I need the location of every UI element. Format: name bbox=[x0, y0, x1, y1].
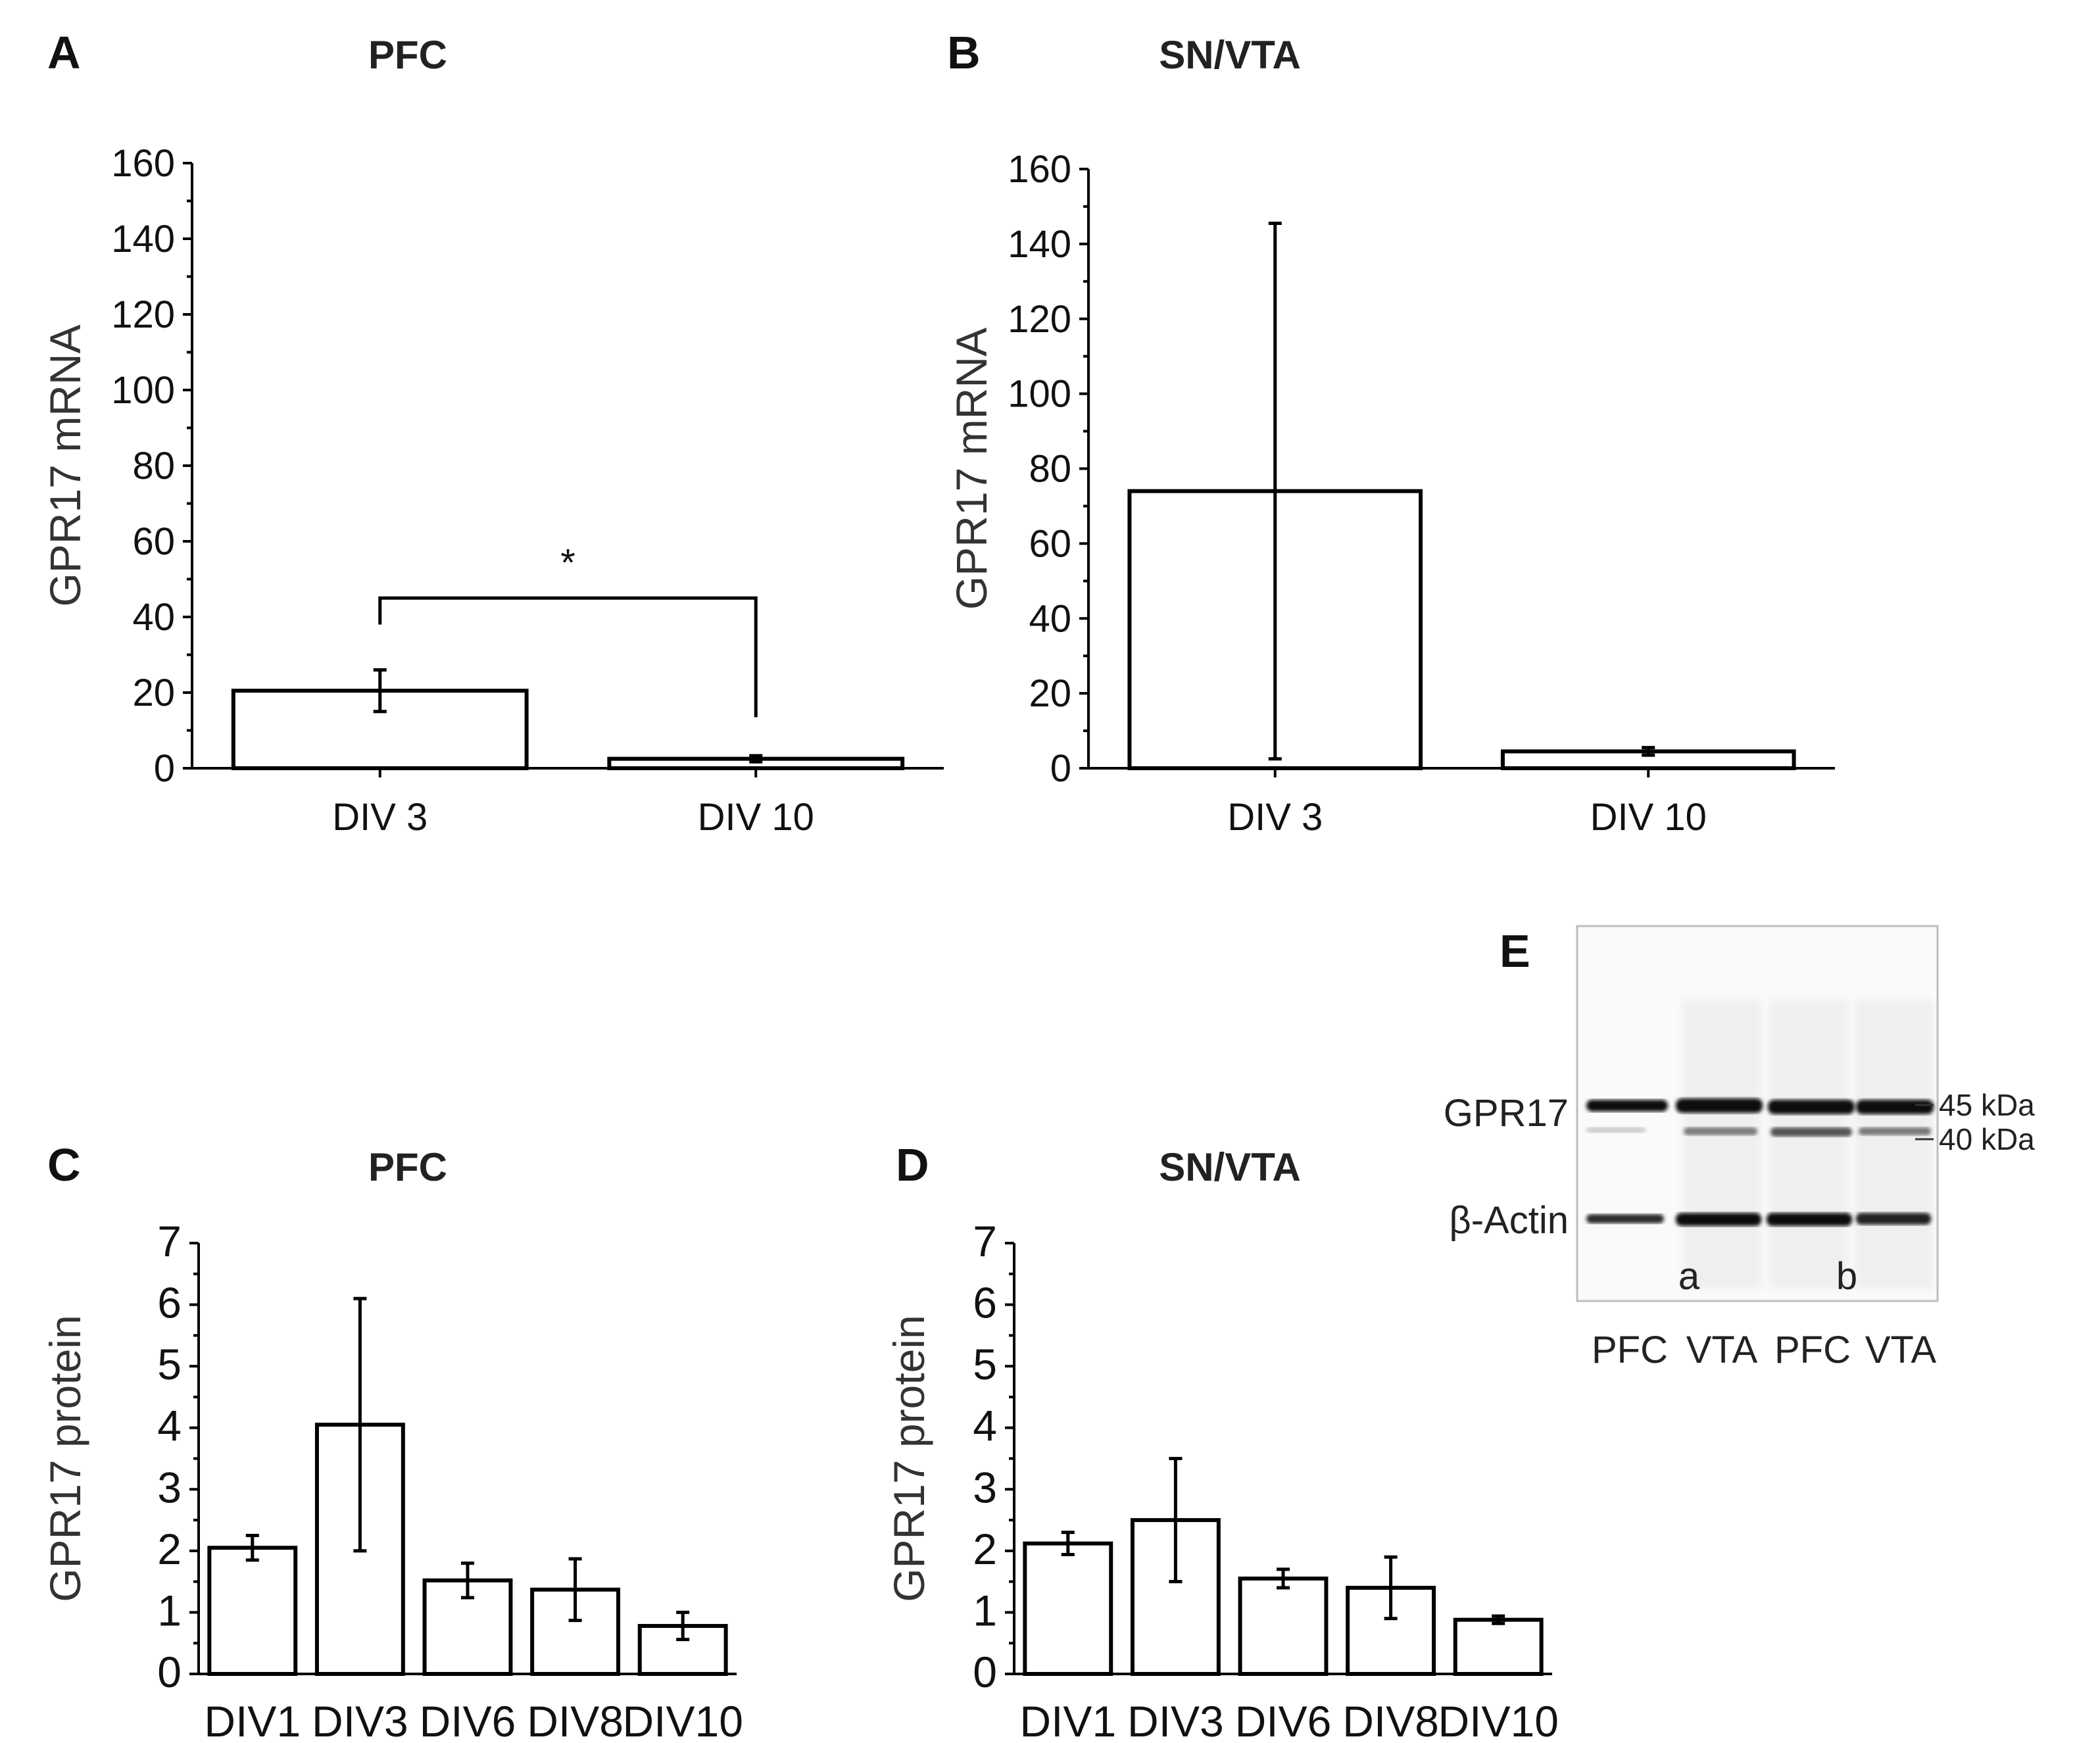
panel-label: C bbox=[47, 1139, 81, 1191]
x-tick-label: DIV10 bbox=[1438, 1697, 1558, 1743]
y-tick-label: 7 bbox=[973, 1217, 997, 1265]
y-tick-label: 0 bbox=[1050, 747, 1071, 790]
bar bbox=[1023, 1541, 1113, 1677]
y-tick-label: 5 bbox=[157, 1340, 182, 1388]
band-gpr17-40kda bbox=[1684, 1127, 1757, 1135]
y-tick-label: 80 bbox=[132, 445, 175, 487]
chart-title: PFC bbox=[368, 1145, 447, 1189]
y-tick-label: 2 bbox=[157, 1525, 182, 1573]
band-gpr17-40kda bbox=[1770, 1127, 1852, 1137]
chart-panel-d: D SN/VTA GPR17 protein 0 1 2 3 4 5 6 7 DIV1 DIV3 DIV6… bbox=[885, 1139, 1559, 1743]
band-gpr17-40kda bbox=[1859, 1127, 1931, 1135]
y-tick-label: 4 bbox=[973, 1402, 997, 1450]
y-tick-label: 60 bbox=[1029, 522, 1071, 565]
y-tick-label: 3 bbox=[157, 1463, 182, 1511]
y-tick-label: 6 bbox=[973, 1279, 997, 1327]
bar bbox=[1238, 1576, 1329, 1677]
y-axis-label: GPR17 protein bbox=[41, 1315, 89, 1602]
y-tick-label: 1 bbox=[973, 1586, 997, 1634]
band-actin bbox=[1586, 1214, 1664, 1223]
x-tick-label: DIV3 bbox=[312, 1697, 408, 1743]
y-tick-label: 80 bbox=[1029, 448, 1071, 491]
group-label-a: a bbox=[1678, 1255, 1700, 1298]
x-tick-label: DIV6 bbox=[420, 1697, 516, 1743]
marker-40kda: 40 kDa bbox=[1939, 1122, 2035, 1156]
y-tick-label: 160 bbox=[1008, 148, 1071, 191]
x-tick-label: DIV3 bbox=[1127, 1697, 1224, 1743]
band-gpr17-45kda bbox=[1586, 1100, 1668, 1112]
panel-label: B bbox=[947, 27, 981, 78]
y-tick-label: 5 bbox=[973, 1340, 997, 1388]
y-tick-label: 0 bbox=[154, 747, 175, 790]
chart-panel-b: B SN/VTA GPR17 mRNA 0 20 40 60 80 100 120 140 160 DI… bbox=[947, 27, 1835, 839]
bar bbox=[1453, 1617, 1544, 1677]
y-tick-label: 140 bbox=[1008, 223, 1071, 266]
y-tick-label: 40 bbox=[132, 596, 175, 639]
x-tick-label: DIV1 bbox=[1019, 1697, 1116, 1743]
lane-smear bbox=[1769, 1000, 1848, 1289]
chart-title: SN/VTA bbox=[1159, 1145, 1301, 1189]
panel-label: D bbox=[896, 1139, 929, 1191]
x-tick-label: DIV8 bbox=[1342, 1697, 1439, 1743]
chart-title: PFC bbox=[368, 33, 447, 77]
x-tick-label: DIV 10 bbox=[1590, 796, 1707, 839]
lane-label: VTA bbox=[1686, 1329, 1758, 1371]
panel-label-e: E bbox=[1500, 925, 1530, 977]
band-gpr17-40kda bbox=[1586, 1127, 1646, 1133]
panel-label: A bbox=[47, 27, 81, 78]
y-tick-label: 7 bbox=[157, 1217, 182, 1265]
y-tick-label: 40 bbox=[1029, 597, 1071, 640]
y-tick-label: 20 bbox=[1029, 672, 1071, 715]
band-actin bbox=[1767, 1213, 1852, 1226]
band-gpr17-45kda bbox=[1676, 1098, 1763, 1113]
band-gpr17-45kda bbox=[1856, 1100, 1934, 1114]
blot-row-label-actin: β-Actin bbox=[1449, 1199, 1569, 1242]
significance-bracket bbox=[378, 596, 758, 718]
band-gpr17-45kda bbox=[1768, 1100, 1855, 1114]
panel-e-blot: E GPR17 β-Actin 45 kDa 40 kDa a b bbox=[1444, 925, 2035, 1371]
lane-smear bbox=[1682, 1000, 1761, 1289]
lane-label: PFC bbox=[1592, 1329, 1668, 1371]
lane-smear bbox=[1855, 1000, 1934, 1289]
y-axis-label: GPR17 protein bbox=[885, 1315, 933, 1602]
y-tick-label: 160 bbox=[111, 142, 175, 185]
y-axis-label: GPR17 mRNA bbox=[947, 328, 996, 610]
y-tick-label: 20 bbox=[132, 672, 175, 714]
lane-label: VTA bbox=[1865, 1329, 1937, 1371]
y-tick-label: 0 bbox=[973, 1648, 997, 1696]
x-tick-label: DIV6 bbox=[1235, 1697, 1332, 1743]
x-tick-label: DIV 10 bbox=[698, 796, 814, 839]
y-tick-label: 0 bbox=[157, 1648, 182, 1696]
blot-row-label-gpr17: GPR17 bbox=[1444, 1092, 1569, 1135]
y-tick-label: 6 bbox=[157, 1279, 182, 1327]
y-tick-label: 2 bbox=[973, 1525, 997, 1573]
y-tick-label: 120 bbox=[111, 293, 175, 336]
group-label-b: b bbox=[1836, 1255, 1857, 1298]
x-tick-label: DIV1 bbox=[204, 1697, 301, 1743]
significance-label: * bbox=[560, 541, 575, 584]
y-tick-label: 140 bbox=[111, 218, 175, 260]
y-tick-label: 60 bbox=[132, 520, 175, 563]
x-tick-label: DIV 3 bbox=[332, 796, 427, 839]
y-axis-label: GPR17 mRNA bbox=[41, 324, 89, 606]
y-tick-label: 100 bbox=[111, 369, 175, 412]
x-tick-label: DIV10 bbox=[622, 1697, 743, 1743]
y-tick-label: 3 bbox=[973, 1463, 997, 1511]
band-actin bbox=[1676, 1213, 1761, 1226]
x-tick-label: DIV 3 bbox=[1227, 796, 1323, 839]
bar bbox=[207, 1546, 298, 1676]
y-tick-label: 100 bbox=[1008, 373, 1071, 416]
chart-panel-a: A PFC GPR17 mRNA 0 20 40 60 80 100 120 140 160 DIV 3… bbox=[41, 27, 944, 839]
lane-label: PFC bbox=[1774, 1329, 1851, 1371]
y-tick-label: 120 bbox=[1008, 298, 1071, 341]
y-tick-label: 1 bbox=[157, 1586, 182, 1634]
x-tick-label: DIV8 bbox=[527, 1697, 623, 1743]
marker-45kda: 45 kDa bbox=[1939, 1088, 2035, 1122]
band-actin bbox=[1856, 1213, 1931, 1225]
chart-title: SN/VTA bbox=[1159, 33, 1301, 77]
y-tick-label: 4 bbox=[157, 1402, 182, 1450]
